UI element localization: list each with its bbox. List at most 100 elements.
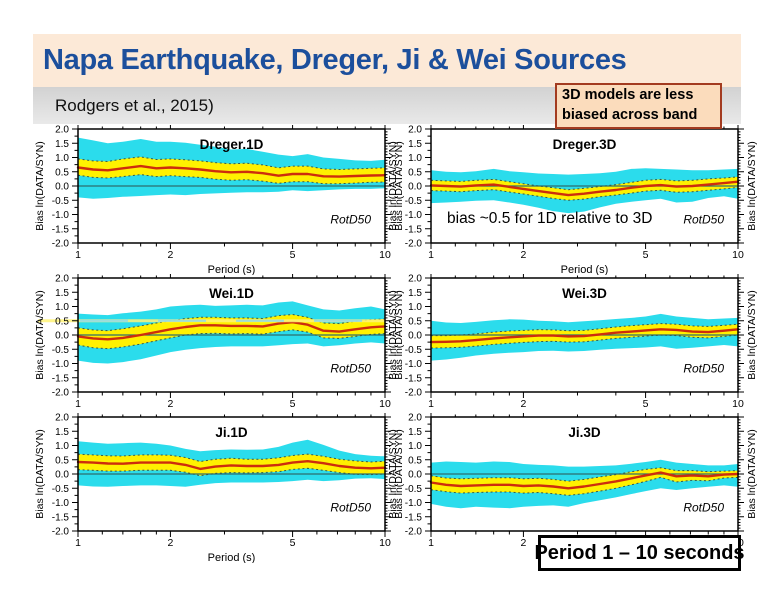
x-tick-label: 5	[290, 537, 296, 549]
callout-3d-models: 3D models are less biased across band	[555, 83, 722, 129]
axis-ticks	[425, 125, 744, 249]
x-tick-label: 10	[732, 398, 744, 410]
x-tick-label: 1	[428, 398, 434, 410]
panel-wei-1d: -2.0 -1.5 -1.0 -0.5 0.0 0.5 1.0 1.5 2.0 1 2 5 10 Bias…	[30, 274, 407, 424]
y-axis-label-right: Bias ln(DATA/SYN)	[746, 429, 758, 518]
yellow-band	[78, 156, 385, 184]
y-tick-label: -1.0	[405, 210, 423, 221]
mean-line	[429, 471, 740, 490]
x-axis-label: Period (s)	[561, 264, 609, 275]
x-tick-label: 1	[75, 537, 81, 549]
x-axis-label: Period (s)	[208, 264, 256, 275]
x-tick-label: 10	[379, 537, 391, 549]
panel-title: Dreger.3D	[553, 137, 617, 152]
y-tick-label: 0.0	[408, 331, 422, 342]
page-title: Napa Earthquake, Dreger, Ji & Wei Source…	[43, 44, 627, 76]
mean-line	[76, 460, 387, 471]
x-tick-label: 2	[167, 249, 173, 261]
corner-label-rotd50: RotD50	[330, 501, 371, 515]
yellow-band-upper-dash	[77, 453, 386, 463]
y-tick-label: -0.5	[52, 196, 70, 207]
yellow-band-lower-dash	[430, 186, 739, 201]
y-tick-label: 0.0	[408, 470, 422, 481]
yellow-band-upper-dash	[430, 467, 739, 482]
y-axis-label-right: Bias ln(DATA/SYN)	[393, 429, 405, 518]
y-tick-label: 1.0	[408, 441, 422, 452]
x-tick-label: 2	[520, 398, 526, 410]
y-tick-label: 2.0	[408, 125, 422, 136]
y-axis-label-left: Bias ln(DATA/SYN)	[34, 429, 46, 518]
x-tick-label: 2	[520, 537, 526, 549]
y-tick-label: 0.0	[408, 182, 422, 193]
panel-wei-3d: -2.0 -1.5 -1.0 -0.5 0.0 0.5 1.0 1.5 2.0 1 2 5 10 Bias…	[383, 274, 760, 424]
y-tick-label: -0.5	[52, 484, 70, 495]
yellow-band-lower-dash	[77, 329, 386, 350]
axis-ticks	[72, 125, 391, 249]
x-tick-label: 5	[643, 249, 649, 261]
corner-label-rotd50: RotD50	[683, 501, 724, 515]
y-axis-label-left: Bias ln(DATA/SYN)	[387, 429, 399, 518]
chart-dreger-1d: -2.0 -1.5 -1.0 -0.5 0.0 0.5 1.0 1.5 2.0 1 2 5 10 Bias…	[34, 125, 405, 275]
mean-line	[76, 164, 387, 178]
panel-ji-3d: -2.0-1.5-1.0-0.50.00.51.01.52.012510Bias…	[383, 413, 760, 563]
x-tick-label: 2	[167, 398, 173, 410]
x-tick-label: 1	[428, 537, 434, 549]
y-axis-label-right: Bias ln(DATA/SYN)	[393, 141, 405, 230]
yellow-band-lower-dash	[77, 174, 386, 185]
y-tick-label: -1.0	[405, 359, 423, 370]
y-axis-label-right: Bias ln(DATA/SYN)	[393, 290, 405, 379]
y-tick-label: -1.0	[52, 359, 70, 370]
y-tick-label: -1.5	[405, 512, 423, 523]
citation-text: Rodgers et al., 2015)	[55, 95, 214, 115]
chart-ji-1d: -2.0 -1.5 -1.0 -0.5 0.0 0.5 1.0 1.5 2.0 1 2 5 10 Bias…	[34, 413, 405, 563]
y-tick-label: 1.0	[408, 153, 422, 164]
axis-ticks	[72, 274, 391, 398]
x-tick-label: 5	[643, 398, 649, 410]
y-axis-label-right: Bias ln(DATA/SYN)	[746, 141, 758, 230]
x-tick-label: 1	[75, 249, 81, 261]
yellow-band-lower-dash	[430, 334, 739, 349]
axis-ticks	[425, 413, 744, 537]
corner-label-rotd50: RotD50	[683, 213, 724, 227]
y-axis-label-left: Bias ln(DATA/SYN)	[387, 141, 399, 230]
y-tick-label: 0.0	[55, 182, 69, 193]
y-tick-label: 0.0	[55, 470, 69, 481]
axis-ticks	[72, 413, 391, 537]
y-tick-label: -2.0	[405, 239, 423, 250]
y-axis-label-left: Bias ln(DATA/SYN)	[387, 290, 399, 379]
corner-label-rotd50: RotD50	[683, 362, 724, 376]
axis-ticks	[425, 274, 744, 398]
y-tick-label: 1.5	[408, 427, 422, 438]
y-axis-label-left: Bias ln(DATA/SYN)	[34, 290, 46, 379]
y-tick-label: -1.0	[405, 498, 423, 509]
panel-title: Ji.3D	[568, 425, 601, 440]
y-tick-label: -2.0	[52, 527, 70, 538]
yellow-band-upper-dash	[77, 156, 386, 171]
y-tick-label: 1.0	[408, 302, 422, 313]
panel-dreger-3d: -2.0 -1.5 -1.0 -0.5 0.0 0.5 1.0 1.5 2.0 1 2 5 10 Bias…	[383, 125, 760, 275]
y-tick-label: 2.0	[55, 125, 69, 136]
annotation-bias-note: bias ~0.5 for 1D relative to 3D	[447, 210, 652, 227]
y-tick-label: 1.5	[55, 139, 69, 150]
y-tick-label: 0.5	[408, 167, 422, 178]
y-tick-label: -2.0	[52, 239, 70, 250]
y-tick-label: -2.0	[405, 527, 423, 538]
x-tick-label: 2	[520, 249, 526, 261]
yellow-band	[78, 314, 385, 349]
y-tick-label: 1.5	[55, 427, 69, 438]
y-tick-label: 2.0	[55, 274, 69, 285]
y-tick-label: -1.5	[52, 512, 70, 523]
yellow-band	[431, 176, 738, 201]
y-tick-label: -2.0	[405, 388, 423, 399]
chart-wei-3d: -2.0 -1.5 -1.0 -0.5 0.0 0.5 1.0 1.5 2.0 1 2 5 10 Bias…	[387, 274, 758, 410]
yellow-band-lower-dash	[77, 467, 386, 477]
x-tick-label: 10	[379, 249, 391, 261]
y-tick-label: -0.5	[405, 196, 423, 207]
y-tick-label: 1.0	[55, 441, 69, 452]
y-tick-label: -1.0	[52, 498, 70, 509]
mean-line	[429, 180, 740, 197]
y-axis-label-left: Bias ln(DATA/SYN)	[34, 141, 46, 230]
corner-label-rotd50: RotD50	[330, 362, 371, 376]
y-tick-label: 0.5	[55, 316, 69, 327]
y-tick-label: 0.5	[55, 167, 69, 178]
